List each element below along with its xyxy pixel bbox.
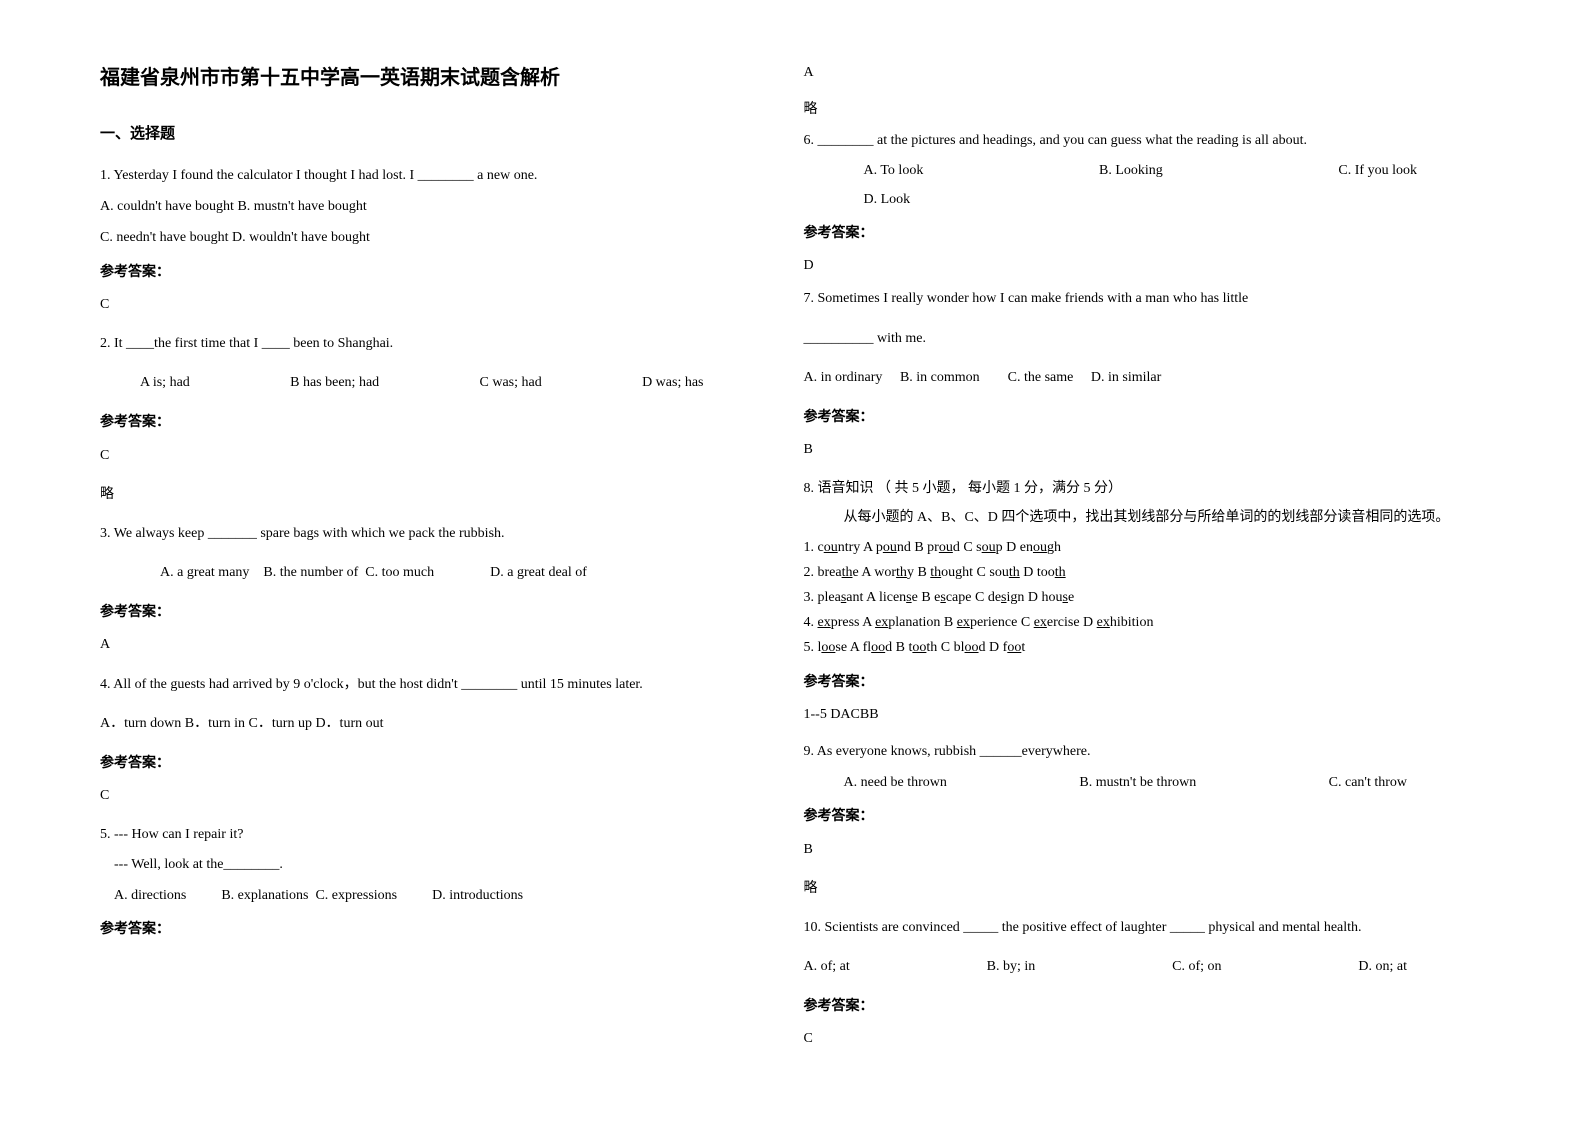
question-1: 1. Yesterday I found the calculator I th… [100,163,764,317]
q5-answer: A [804,60,1468,85]
q3-opt-b: B. the number of [263,565,358,580]
question-8: 8. 语音知识 （ 共 5 小题， 每小题 1 分，满分 5 分） 从每小题的 … [804,476,1468,727]
question-6: 6. ________ at the pictures and headings… [804,128,1468,278]
q5-opt-b: B. explanations [221,888,308,903]
q1-opt-a: A. couldn't have bought [100,199,234,214]
question-9: 9. As everyone knows, rubbish ______ever… [804,739,1468,901]
answer-label: 参考答案： [100,916,764,941]
q3-text: 3. We always keep _______ spare bags wit… [100,521,764,546]
q1-answer: C [100,292,764,317]
q7-opt-d: D. in similar [1091,370,1161,385]
q6-options-row2: D. Look [804,187,1468,212]
q9-text: 9. As everyone knows, rubbish ______ever… [804,739,1468,764]
left-column: 福建省泉州市市第十五中学高一英语期末试题含解析 一、选择题 1. Yesterd… [100,60,804,1082]
q4-answer: C [100,783,764,808]
q2-text: 2. It ____the first time that I ____ bee… [100,331,764,356]
q6-options-row1: A. To look B. Looking C. If you look [804,158,1468,183]
q8-item-5: 5. loose A flood B tooth C blood D foot [804,635,1468,660]
q6-opt-d: D. Look [864,192,911,207]
q2-opt-d: D was; has [642,370,703,395]
section-heading: 一、选择题 [100,120,764,147]
q8-item-3: 3. pleasant A license B escape C design … [804,585,1468,610]
q9-opt-a: A. need be thrown [844,770,947,795]
q2-opt-b: B has been; had [290,370,379,395]
q8-item-2: 2. breathe A worthy B thought C south D … [804,560,1468,585]
q1-opt-c: C. needn't have bought [100,230,229,245]
q6-opt-c: C. If you look [1338,158,1417,183]
q3-options: A. a great many B. the number of C. too … [100,560,764,585]
q8-heading: 8. 语音知识 （ 共 5 小题， 每小题 1 分，满分 5 分） [804,476,1468,501]
q2-opt-c: C was; had [480,370,542,395]
question-7: 7. Sometimes I really wonder how I can m… [804,286,1468,462]
q10-options: A. of; at B. by; in C. of; on D. on; at [804,954,1468,979]
answer-label: 参考答案： [100,599,764,624]
q9-answer: B [804,837,1468,862]
q7-line1: 7. Sometimes I really wonder how I can m… [804,286,1468,311]
q4-options: A．turn down B．turn in C．turn up D．turn o… [100,711,764,736]
q8-answer: 1--5 DACBB [804,702,1468,727]
q2-answer: C [100,443,764,468]
answer-label: 参考答案： [804,220,1468,245]
page-title: 福建省泉州市市第十五中学高一英语期末试题含解析 [100,60,764,96]
question-5: 5. --- How can I repair it? --- Well, lo… [100,822,764,941]
q1-text: 1. Yesterday I found the calculator I th… [100,163,764,188]
q6-text: 6. ________ at the pictures and headings… [804,128,1468,153]
q7-opt-a: A. in ordinary [804,370,883,385]
q10-text: 10. Scientists are convinced _____ the p… [804,915,1468,940]
q8-item-1: 1. country A pound B proud C soup D enou… [804,535,1468,560]
q5-line1: 5. --- How can I repair it? [100,822,764,847]
q10-opt-b: B. by; in [987,954,1036,979]
q1-opt-d: D. wouldn't have bought [232,230,370,245]
q7-opt-b: B. in common [900,370,980,385]
answer-label: 参考答案： [804,803,1468,828]
q7-opt-c: C. the same [1008,370,1074,385]
q5-options: A. directions B. explanations C. express… [100,883,764,908]
q2-options: A is; had B has been; had C was; had D w… [100,370,764,395]
q2-explanation: 略 [100,482,764,507]
q10-answer: C [804,1026,1468,1051]
q2-opt-a: A is; had [140,370,190,395]
q7-options: A. in ordinary B. in common C. the same … [804,365,1468,390]
q3-answer: A [100,632,764,657]
q5-opt-d: D. introductions [432,888,523,903]
q7-line2: __________ with me. [804,326,1468,351]
q5-explanation: 略 [804,97,1468,122]
q9-explanation: 略 [804,876,1468,901]
question-2: 2. It ____the first time that I ____ bee… [100,331,764,507]
question-10: 10. Scientists are convinced _____ the p… [804,915,1468,1052]
q1-options-row2: C. needn't have bought D. wouldn't have … [100,225,764,250]
q3-opt-c: C. too much [365,565,434,580]
answer-label: 参考答案： [100,259,764,284]
question-3: 3. We always keep _______ spare bags wit… [100,521,764,658]
q1-options-row1: A. couldn't have bought B. mustn't have … [100,194,764,219]
q10-opt-a: A. of; at [804,954,850,979]
q1-opt-b: B. mustn't have bought [237,199,366,214]
right-column: A 略 6. ________ at the pictures and head… [804,60,1508,1082]
q10-opt-c: C. of; on [1172,954,1221,979]
q10-opt-d: D. on; at [1358,954,1407,979]
q8-sub: 从每小题的 A、B、C、D 四个选项中，找出其划线部分与所给单词的的划线部分读音… [844,505,1468,530]
question-4: 4. All of the guests had arrived by 9 o'… [100,672,764,809]
q5-line2: --- Well, look at the________. [100,852,764,877]
q5-opt-c: C. expressions [315,888,397,903]
answer-label: 参考答案： [804,669,1468,694]
q4-text: 4. All of the guests had arrived by 9 o'… [100,672,764,697]
answer-label: 参考答案： [100,750,764,775]
q9-options: A. need be thrown B. mustn't be thrown C… [804,770,1468,795]
q5-opt-a: A. directions [114,888,186,903]
q8-item-4: 4. express A explanation B experience C … [804,610,1468,635]
answer-label: 参考答案： [804,993,1468,1018]
answer-label: 参考答案： [100,409,764,434]
q3-opt-a: A. a great many [160,565,249,580]
q3-opt-d: D. a great deal of [490,565,587,580]
q6-opt-a: A. To look [864,158,924,183]
q6-opt-b: B. Looking [1099,158,1163,183]
q6-answer: D [804,253,1468,278]
answer-label: 参考答案： [804,404,1468,429]
q9-opt-c: C. can't throw [1329,770,1407,795]
q7-answer: B [804,437,1468,462]
q9-opt-b: B. mustn't be thrown [1079,770,1196,795]
